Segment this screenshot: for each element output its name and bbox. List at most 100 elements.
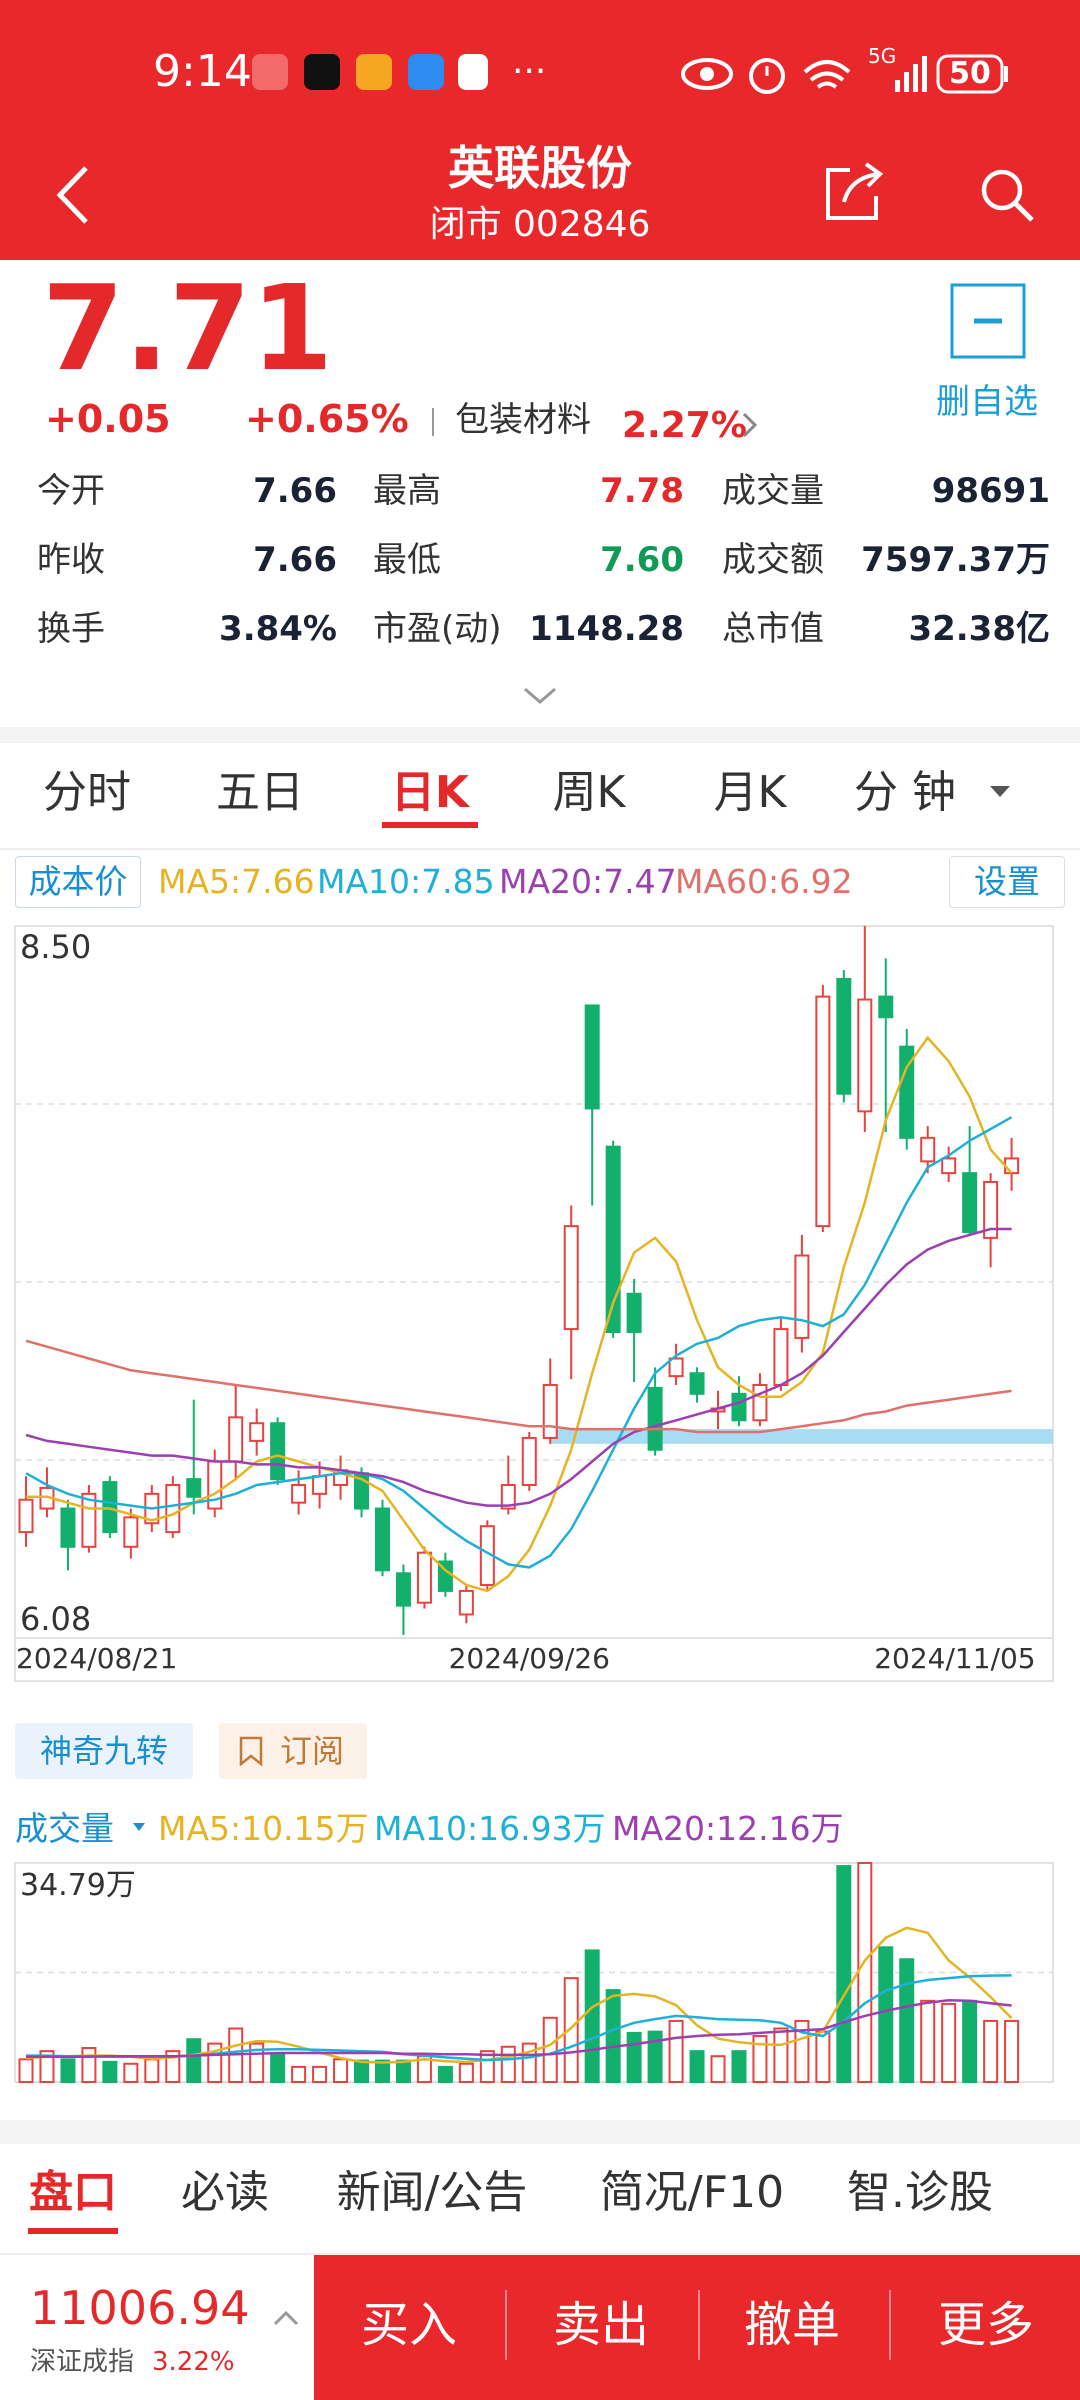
legend-entry: MA20:7.47: [499, 862, 677, 901]
volume-bar: [542, 2016, 558, 2083]
cost-price-toggle[interactable]: 成本价: [15, 856, 141, 908]
bottom-tab[interactable]: 智.诊股: [847, 2167, 993, 2218]
back-button[interactable]: [50, 160, 100, 230]
volume-bar: [374, 2059, 390, 2084]
bottom-tab[interactable]: 必读: [181, 2167, 269, 2218]
period-tab[interactable]: 分时: [43, 767, 131, 818]
candle-body: [689, 1372, 705, 1395]
stat-label: 市盈(动): [373, 609, 502, 649]
sell-button[interactable]: 卖出: [552, 2297, 649, 2353]
volume-bar: [60, 2058, 76, 2084]
volume-bar: [878, 1946, 894, 2083]
volume-bar: [228, 2027, 244, 2084]
volume-bar: [815, 2030, 831, 2084]
share-button[interactable]: [820, 160, 890, 226]
stat-label: 成交量: [722, 471, 824, 511]
search-button[interactable]: [978, 166, 1038, 226]
divider: [505, 2290, 507, 2360]
indicator-chip[interactable]: 神奇九转: [15, 1723, 193, 1779]
candle-body: [39, 1486, 55, 1510]
volume-bar: [81, 2047, 97, 2084]
subscribe-chip[interactable]: [219, 1723, 367, 1779]
volume-bar: [983, 2019, 999, 2083]
stock-code: 闭市 002846: [429, 204, 651, 245]
candle-body: [899, 1045, 915, 1139]
volume-bar: [521, 2042, 537, 2084]
candle-body: [920, 1136, 936, 1163]
candle-body: [815, 995, 831, 1228]
candle-body: [207, 1460, 223, 1510]
volume-bar: [291, 2065, 307, 2083]
volume-bar: [857, 1862, 873, 2083]
separator: [0, 727, 1080, 743]
volume-bar: [836, 1865, 852, 2083]
stat-value: 7.66: [253, 471, 337, 511]
action-bar: [314, 2255, 1080, 2400]
bottom-tab[interactable]: 新闻/公告: [336, 2167, 528, 2218]
buy-button[interactable]: 买入: [360, 2297, 457, 2353]
bottom-tab[interactable]: 盘口: [29, 2167, 117, 2218]
index-value[interactable]: 11006.94: [30, 2281, 250, 2335]
last-price: 7.71: [42, 259, 334, 397]
volume-bar: [689, 2050, 705, 2084]
more-button[interactable]: 更多: [937, 2297, 1034, 2353]
candle-body: [794, 1254, 810, 1339]
period-tab[interactable]: 周K: [552, 767, 626, 818]
candle-body: [647, 1386, 663, 1451]
candle-body: [416, 1551, 432, 1604]
volume-bar: [899, 1958, 915, 2084]
period-tab[interactable]: 五日: [216, 767, 304, 818]
stat-value: 98691: [931, 471, 1050, 511]
candle-body: [144, 1492, 160, 1525]
watch-toggle-icon[interactable]: [950, 283, 1026, 359]
cancel-button[interactable]: 撤单: [743, 2297, 840, 2353]
x-tick-label: 2024/11/05: [874, 1642, 1035, 1675]
header-bar: [0, 0, 1080, 260]
y-tick-label: 8.50: [20, 928, 91, 966]
stat-label: 最高: [373, 471, 441, 511]
separator: [0, 2120, 1080, 2144]
volume-title: 成交量: [15, 1809, 114, 1848]
watch-toggle[interactable]: 删自选: [936, 382, 1038, 422]
volume-bar: [102, 2060, 118, 2083]
candle-body: [333, 1469, 349, 1487]
chart-frame: [14, 925, 1054, 1682]
candle-body: [878, 995, 894, 1019]
candle-body: [458, 1589, 474, 1616]
candle-body: [752, 1383, 768, 1422]
clock: 9:14: [153, 46, 252, 97]
battery-level: 50: [949, 56, 991, 91]
sector-name[interactable]: 包装材料: [455, 400, 591, 440]
y-tick-label: 6.08: [20, 1600, 91, 1638]
separator: [0, 2253, 1080, 2255]
volume-bar: [249, 2042, 265, 2084]
volume-bar: [626, 2031, 642, 2083]
bottom-tab[interactable]: 简况/F10: [599, 2167, 785, 2218]
candle-body: [710, 1407, 726, 1413]
legend-entry: MA20:12.16万: [612, 1809, 844, 1848]
period-tab[interactable]: 分 钟: [854, 767, 956, 818]
expand-chevron[interactable]: [522, 684, 558, 708]
candle-body: [18, 1498, 34, 1534]
subscribe-label[interactable]: 订阅: [280, 1732, 345, 1770]
divider: [698, 2290, 700, 2360]
settings-button[interactable]: 设置: [949, 856, 1065, 908]
legend-entry: MA5:7.66: [158, 862, 315, 901]
candle-body: [395, 1572, 411, 1607]
volume-bar: [416, 2055, 432, 2084]
volume-bar: [920, 1999, 936, 2084]
volume-bar: [962, 1999, 978, 2084]
x-tick-label: 2024/09/26: [449, 1642, 610, 1675]
candle-body: [374, 1507, 390, 1572]
period-tab[interactable]: 日K: [390, 767, 470, 818]
ma-line: [26, 1998, 1012, 2059]
volume-bar: [773, 2027, 789, 2084]
cost-band: [551, 1429, 1053, 1444]
candle-body: [165, 1484, 181, 1534]
expand-arrow[interactable]: [272, 2308, 300, 2328]
ma-line: [25, 1339, 1012, 1434]
sector-change[interactable]: 2.27%: [622, 405, 747, 446]
period-tab[interactable]: 月K: [713, 767, 787, 818]
separator: [0, 848, 1080, 850]
